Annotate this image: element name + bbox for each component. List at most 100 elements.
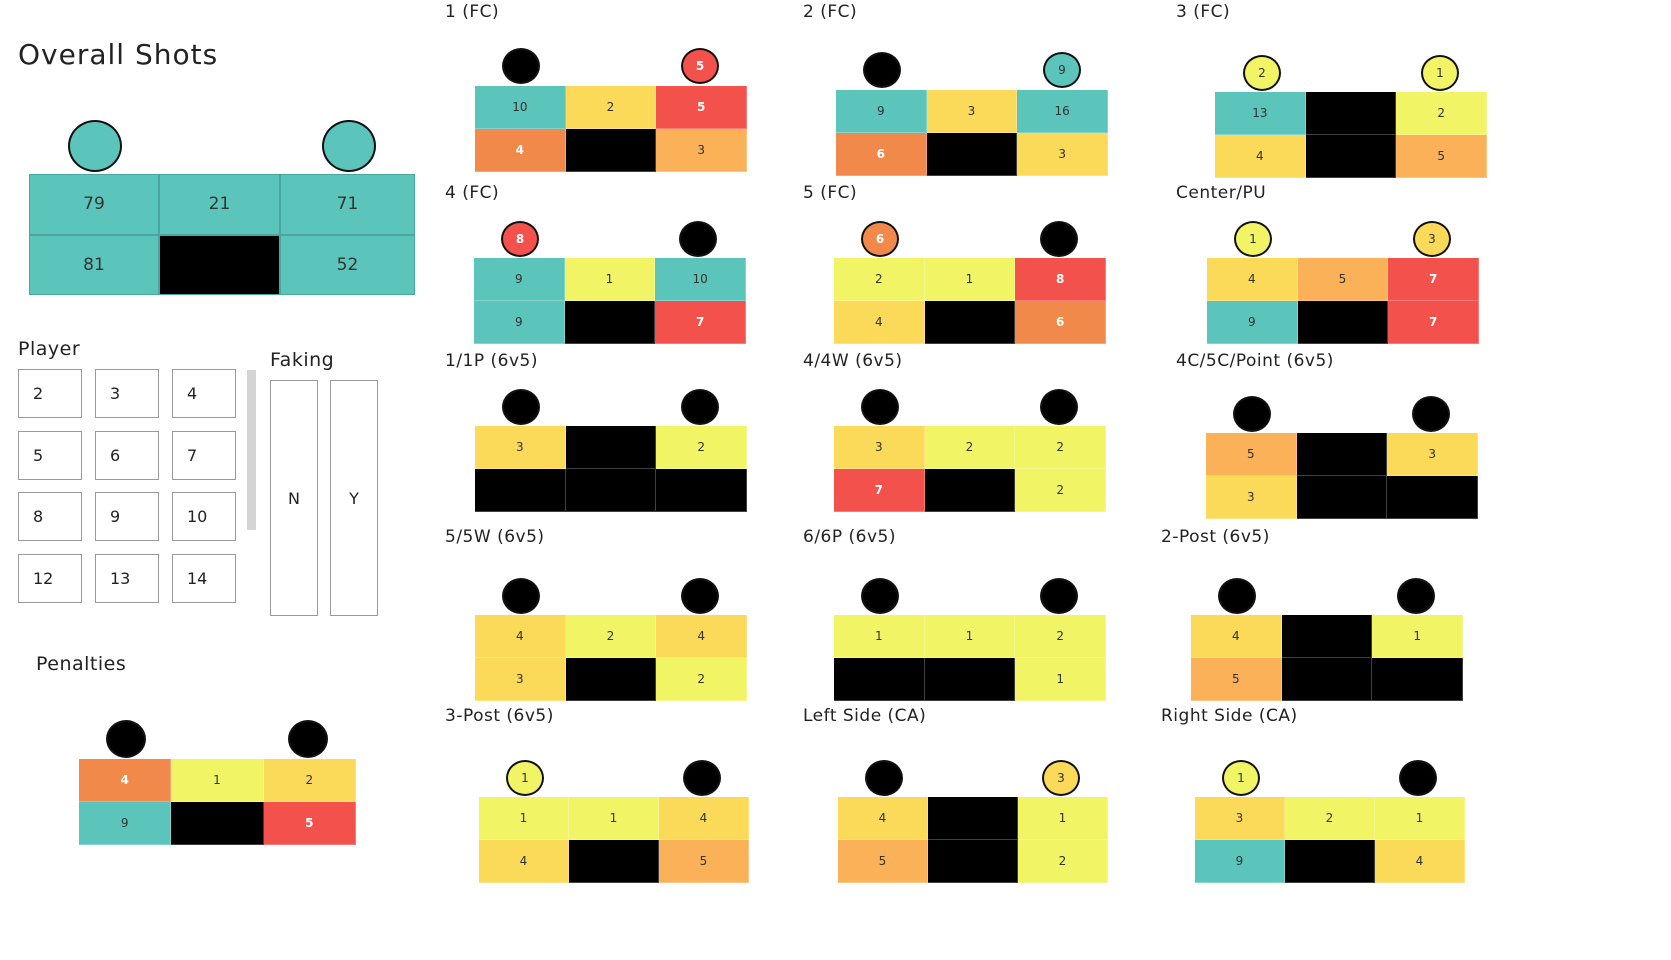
- penalties-cell-3: 2: [263, 759, 356, 802]
- section-9-cell-1: 5: [1206, 433, 1297, 476]
- section-7-title: 1/1P (6v5): [445, 351, 538, 371]
- section-4-cell-6: 7: [655, 301, 746, 344]
- section-11-goalie-circle-right: [1040, 578, 1078, 614]
- overall-cell-6: 52: [280, 234, 415, 295]
- section-10-cell-5: [565, 658, 657, 701]
- section-5-goalie-circle-right: [1040, 221, 1078, 257]
- section-8-cell-6: 2: [1015, 469, 1106, 512]
- penalties-cell-6: 5: [263, 802, 356, 845]
- section-4-title: 4 (FC): [445, 183, 500, 203]
- section-2-cell-2: 3: [926, 90, 1018, 133]
- section-12-goalie-circle-left: [1218, 578, 1256, 614]
- section-1-cell-3: 5: [656, 86, 747, 129]
- player-option-8[interactable]: 8: [18, 492, 82, 541]
- section-5-cell-6: 6: [1015, 301, 1106, 344]
- overall-goalie-circle-left: [68, 120, 122, 172]
- player-slicer-title: Player: [18, 338, 81, 360]
- penalties-cell-1: 4: [79, 759, 172, 802]
- section-8-cell-5: [924, 469, 1016, 512]
- overall-shots-title: Overall Shots: [18, 38, 219, 71]
- faking-option-n[interactable]: N: [270, 380, 318, 616]
- section-4-grid: 9 1 10 9 7: [474, 258, 746, 344]
- section-15-cell-6: 4: [1375, 840, 1465, 883]
- section-10-cell-1: 4: [475, 615, 566, 658]
- player-option-14[interactable]: 14: [172, 554, 236, 603]
- section-5-cell-3: 8: [1015, 258, 1106, 301]
- player-option-13[interactable]: 13: [95, 554, 159, 603]
- section-11-cell-1: 1: [834, 615, 925, 658]
- section-8-cell-2: 2: [924, 426, 1016, 469]
- section-14-cell-4: 5: [838, 840, 928, 883]
- section-15-goalie-circle-right: [1399, 760, 1437, 796]
- player-option-10[interactable]: 10: [172, 492, 236, 541]
- player-option-3[interactable]: 3: [95, 369, 159, 418]
- section-2-title: 2 (FC): [803, 2, 858, 22]
- section-11-cell-3: 2: [1015, 615, 1106, 658]
- section-15-cell-2: 2: [1285, 797, 1375, 840]
- section-13-cell-5: [569, 840, 659, 883]
- section-12-cell-5: [1281, 658, 1373, 701]
- section-1-goalie-circle-right: 5: [681, 48, 719, 84]
- player-option-2[interactable]: 2: [18, 369, 82, 418]
- faking-slicer-title: Faking: [270, 349, 335, 371]
- penalties-title: Penalties: [36, 653, 127, 675]
- section-12-cell-3: 1: [1372, 615, 1463, 658]
- section-2-goalie-circle-right: 9: [1043, 52, 1081, 88]
- section-1-grid: 10 2 5 4 3: [475, 86, 747, 172]
- overall-cell-3: 71: [280, 174, 415, 235]
- section-2-goalie-circle-left: [863, 52, 901, 88]
- penalties-cell-2: 1: [171, 759, 264, 802]
- section-10-goalie-circle-left: [502, 578, 540, 614]
- player-slicer-scrollbar[interactable]: [247, 370, 256, 530]
- section-3-title: 3 (FC): [1176, 2, 1231, 22]
- section-1-cell-5: [565, 129, 657, 172]
- section-1-cell-4: 4: [475, 129, 566, 172]
- section-12-cell-1: 4: [1191, 615, 1282, 658]
- section-7-goalie-circle-left: [502, 389, 540, 425]
- section-14-goalie-circle-left: [865, 760, 903, 796]
- section-2-cell-6: 3: [1017, 133, 1108, 176]
- section-8-cell-3: 2: [1015, 426, 1106, 469]
- overall-cell-1: 79: [29, 174, 159, 235]
- section-14-cell-1: 4: [838, 797, 928, 840]
- player-option-4[interactable]: 4: [172, 369, 236, 418]
- section-14-cell-3: 1: [1018, 797, 1108, 840]
- section-10-cell-4: 3: [475, 658, 566, 701]
- section-15-title: Right Side (CA): [1161, 706, 1298, 726]
- section-13-cell-4: 4: [479, 840, 569, 883]
- section-8-cell-4: 7: [834, 469, 925, 512]
- player-option-6[interactable]: 6: [95, 431, 159, 480]
- section-7-cell-3: 2: [656, 426, 747, 469]
- faking-option-y[interactable]: Y: [330, 380, 378, 616]
- section-13-cell-2: 1: [569, 797, 659, 840]
- section-1-cell-1: 10: [475, 86, 566, 129]
- player-option-12[interactable]: 12: [18, 554, 82, 603]
- section-15-cell-5: [1285, 840, 1375, 883]
- player-option-9[interactable]: 9: [95, 492, 159, 541]
- section-9-cell-4: 3: [1206, 476, 1297, 519]
- section-8-goalie-circle-right: [1040, 389, 1078, 425]
- overall-cell-2: 21: [159, 174, 280, 235]
- overall-grid: 79 21 71 81 52: [29, 174, 415, 295]
- section-9-cell-6: [1387, 476, 1478, 519]
- section-15-goalie-circle-left: 1: [1222, 760, 1260, 796]
- section-8-title: 4/4W (6v5): [803, 351, 903, 371]
- section-9-cell-2: [1296, 433, 1388, 476]
- section-13-cell-6: 5: [659, 840, 749, 883]
- section-11-cell-5: [924, 658, 1016, 701]
- section-1-cell-6: 3: [656, 129, 747, 172]
- penalties-goalie-circle-right: [288, 720, 328, 758]
- section-9-goalie-circle-right: [1412, 396, 1450, 432]
- section-10-cell-3: 4: [656, 615, 747, 658]
- section-14-goalie-circle-right: 3: [1042, 760, 1080, 796]
- section-4-goalie-circle-right: [679, 221, 717, 257]
- section-14-cell-6: 2: [1018, 840, 1108, 883]
- section-13-goalie-circle-right: [683, 760, 721, 796]
- player-option-5[interactable]: 5: [18, 431, 82, 480]
- player-option-7[interactable]: 7: [172, 431, 236, 480]
- section-4-cell-5: [564, 301, 656, 344]
